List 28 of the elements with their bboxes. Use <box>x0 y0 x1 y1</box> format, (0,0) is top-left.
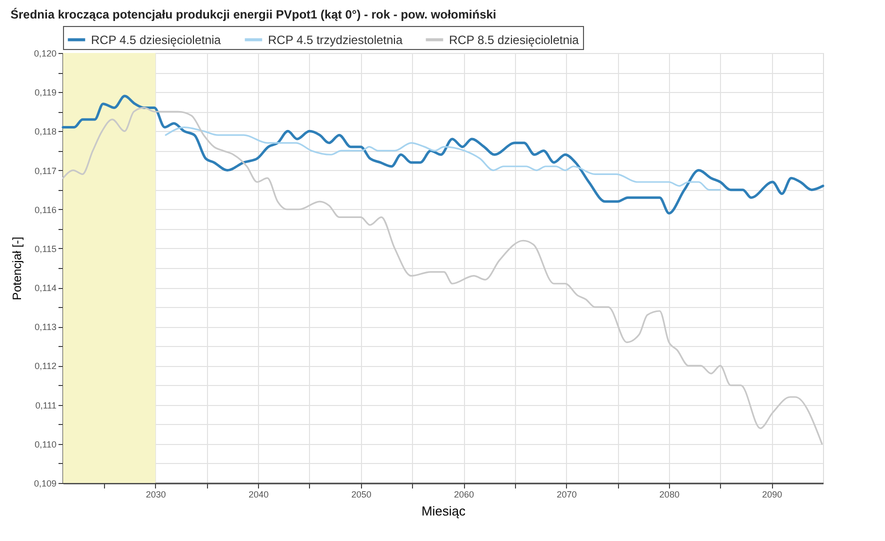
legend-label: RCP 4.5 dziesięcioletnia <box>91 32 222 47</box>
line-series <box>164 126 722 191</box>
y-axis-title: Potencjał [-] <box>10 236 24 300</box>
y-tick-label: 0,112 <box>34 361 56 372</box>
x-tick-label: 2080 <box>659 490 680 500</box>
x-tick-label: 2060 <box>454 490 474 500</box>
y-tick-label: 0,110 <box>34 439 56 450</box>
legend-label: RCP 8.5 dziesięcioletnia <box>449 32 580 47</box>
y-tick-label: 0,120 <box>34 48 56 58</box>
y-tick-label: 0,116 <box>34 204 56 215</box>
x-axis-title: Miesiąc <box>421 504 466 518</box>
line-series <box>62 94 824 215</box>
y-tick-label: 0,119 <box>34 88 56 98</box>
x-tick-label: 2070 <box>556 490 577 500</box>
y-tick-label: 0,109 <box>34 478 56 488</box>
y-tick-label: 0,118 <box>34 126 56 137</box>
chart-title: Średnia krocząca potencjału produkcji energii PVpot1 (kąt 0°) - rok - pow. wołomiński <box>10 8 496 22</box>
x-tick-label: 2090 <box>762 490 782 500</box>
x-tick-label: 2030 <box>146 490 166 500</box>
x-tick-label: 2050 <box>351 490 372 500</box>
y-tick-label: 0,115 <box>34 244 56 254</box>
x-tick-label: 2040 <box>248 490 269 500</box>
legend-label: RCP 4.5 trzydziestoletnia <box>268 32 403 47</box>
line-series <box>62 106 823 445</box>
y-tick-label: 0,113 <box>34 322 56 332</box>
y-tick-label: 0,117 <box>34 166 56 176</box>
y-tick-label: 0,114 <box>34 283 56 294</box>
y-tick-label: 0,111 <box>35 400 56 410</box>
